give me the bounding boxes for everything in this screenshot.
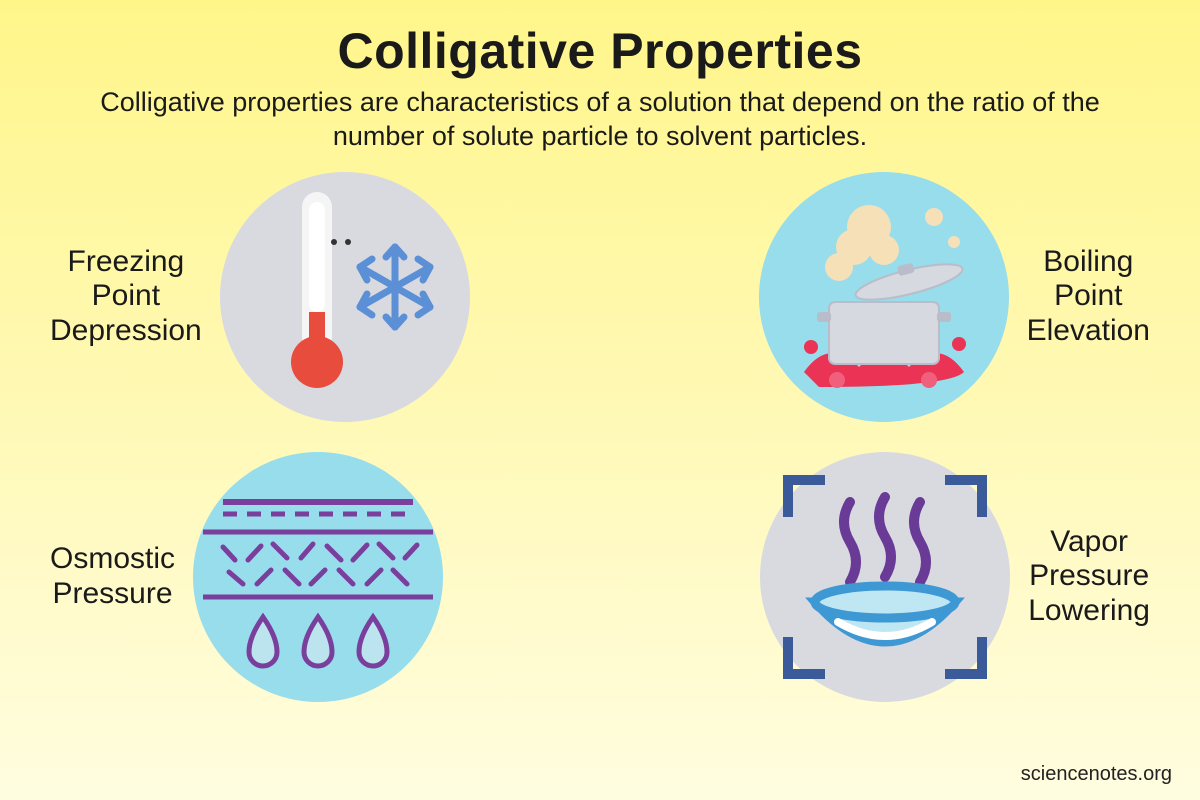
label-boiling: Boiling Point Elevation [1027,245,1150,349]
circle-vapor [760,452,1010,702]
subtitle: Colligative properties are characteristi… [100,86,1100,154]
membrane-droplets-icon [193,452,443,702]
vapor-bowl-icon [760,452,1010,702]
cell-vapor: Vapor Pressure Lowering [620,452,1150,702]
label-osmotic: Osmostic Pressure [50,542,175,611]
boiling-pot-icon [759,172,1009,422]
label-freezing: Freezing Point Depression [50,245,202,349]
thermometer-snowflake-icon [220,172,470,422]
cell-osmotic: Osmostic Pressure [50,452,580,702]
attribution: sciencenotes.org [1021,763,1172,786]
cell-boiling: Boiling Point Elevation [620,172,1150,422]
properties-grid: Freezing Point Depression [50,172,1150,702]
circle-boiling [759,172,1009,422]
cell-freezing: Freezing Point Depression [50,172,580,422]
circle-freezing [220,172,470,422]
circle-osmotic [193,452,443,702]
label-vapor: Vapor Pressure Lowering [1028,525,1150,629]
page-title: Colligative Properties [0,0,1200,80]
